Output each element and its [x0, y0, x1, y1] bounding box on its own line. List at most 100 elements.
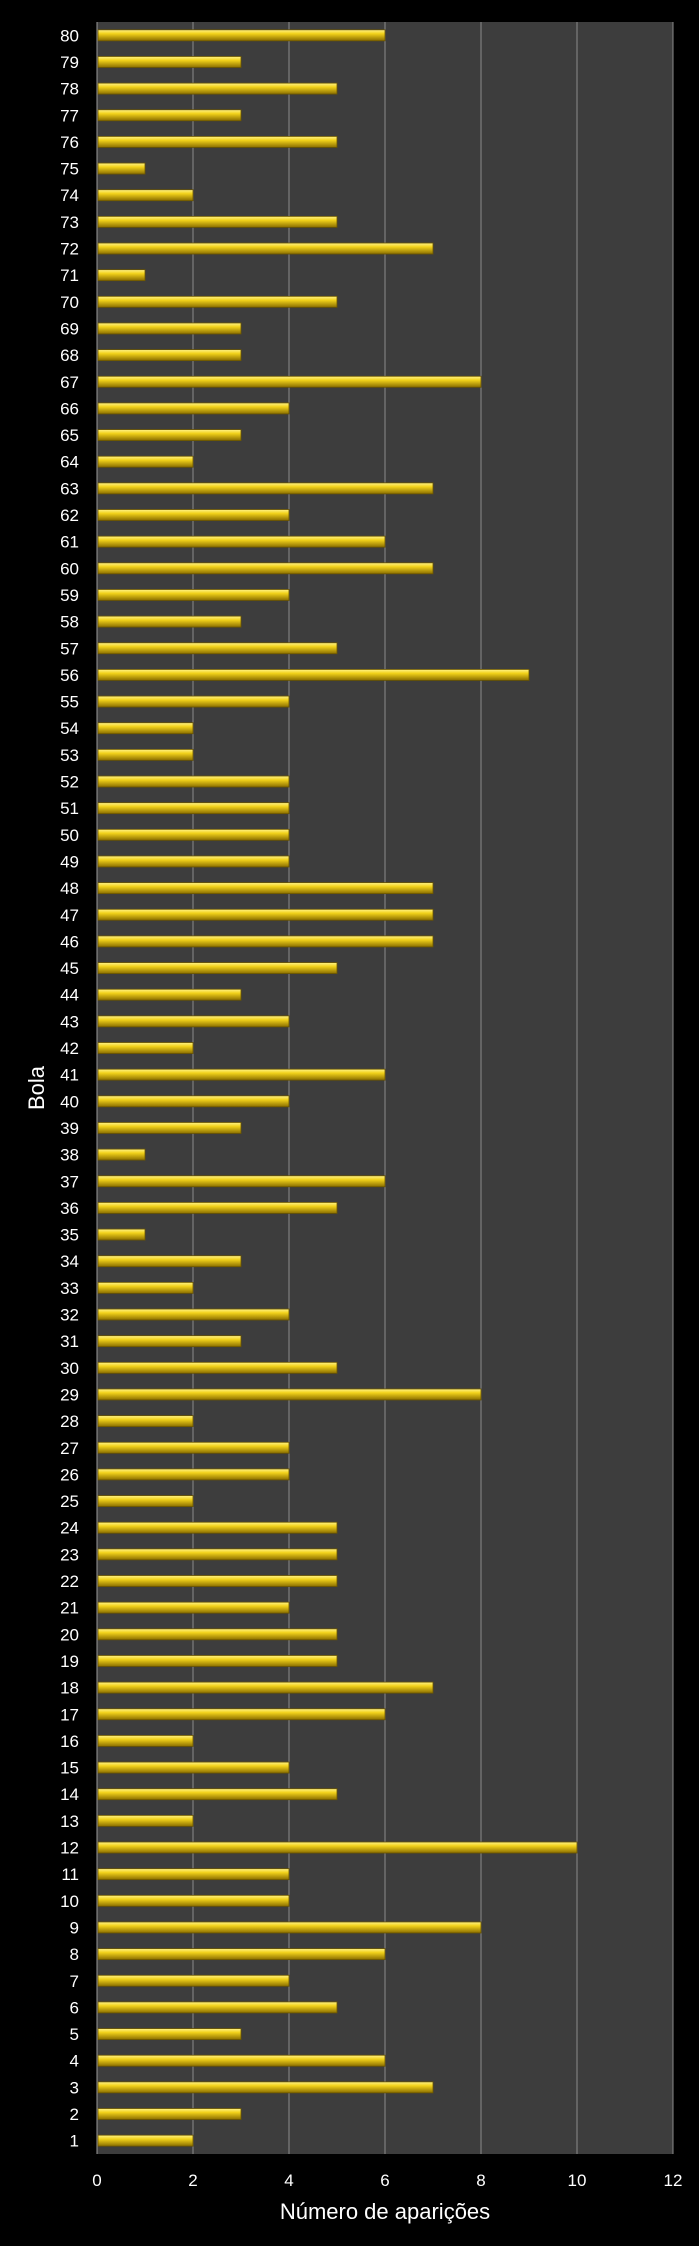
y-tick-label: 14	[60, 1785, 79, 1804]
bar-23	[97, 1548, 338, 1561]
bar-59	[97, 589, 290, 601]
y-tick-label: 49	[60, 852, 79, 871]
bar-73	[97, 215, 338, 228]
bar-74	[97, 189, 194, 202]
bar-44	[97, 988, 242, 1001]
bar-9	[97, 1921, 482, 1934]
y-tick-label: 32	[60, 1306, 79, 1325]
bar-3	[97, 2081, 434, 2094]
y-tick-label: 46	[60, 932, 79, 951]
bar-29	[97, 1388, 482, 1401]
bar-65	[97, 429, 242, 441]
y-tick-label: 78	[60, 80, 79, 99]
y-tick-label: 41	[60, 1066, 79, 1085]
y-tick-label: 53	[60, 746, 79, 765]
bar-70	[97, 295, 338, 308]
y-tick-label: 10	[60, 1892, 79, 1911]
y-tick-label: 55	[60, 693, 79, 712]
bar-63	[97, 482, 434, 495]
bar-8	[97, 1948, 386, 1961]
x-axis-title: Número de aparições	[280, 2199, 490, 2224]
bar-4	[97, 2054, 386, 2067]
y-tick-label: 57	[60, 639, 79, 658]
bar-75	[97, 162, 146, 175]
y-tick-label: 48	[60, 879, 79, 898]
bar-28	[97, 1415, 194, 1428]
y-tick-label: 28	[60, 1412, 79, 1431]
y-tick-label: 67	[60, 373, 79, 392]
bar-64	[97, 455, 194, 468]
bar-69	[97, 322, 242, 335]
bar-15	[97, 1761, 290, 1774]
bar-17	[97, 1708, 386, 1721]
bar-40	[97, 1095, 290, 1108]
bar-49	[97, 855, 290, 868]
bar-33	[97, 1281, 194, 1294]
y-tick-label: 2	[70, 2105, 79, 2124]
y-tick-label: 1	[70, 2132, 79, 2151]
bar-61	[97, 535, 386, 548]
y-tick-label: 42	[60, 1039, 79, 1058]
bar-79	[97, 56, 242, 68]
bar-67	[97, 375, 482, 388]
bar-7	[97, 1974, 290, 1987]
y-tick-label: 29	[60, 1385, 79, 1404]
bar-72	[97, 242, 434, 255]
y-tick-label: 62	[60, 506, 79, 525]
y-tick-label: 59	[60, 586, 79, 605]
bar-41	[97, 1068, 386, 1081]
bar-53	[97, 748, 194, 761]
y-tick-label: 33	[60, 1279, 79, 1298]
y-tick-label: 39	[60, 1119, 79, 1138]
bar-20	[97, 1628, 338, 1641]
bar-27	[97, 1441, 290, 1454]
y-tick-label: 47	[60, 906, 79, 925]
bar-5	[97, 2028, 242, 2040]
y-tick-label: 34	[60, 1252, 79, 1271]
bar-45	[97, 962, 338, 974]
bar-57	[97, 642, 338, 655]
bar-68	[97, 349, 242, 362]
y-tick-label: 20	[60, 1625, 79, 1644]
bar-35	[97, 1228, 146, 1241]
y-tick-label: 11	[61, 1865, 79, 1884]
y-tick-label: 26	[60, 1465, 79, 1484]
bar-55	[97, 695, 290, 708]
y-tick-label: 40	[60, 1092, 79, 1111]
bar-77	[97, 109, 242, 122]
bar-76	[97, 136, 338, 148]
bar-71	[97, 269, 146, 282]
y-tick-label: 22	[60, 1572, 79, 1591]
bar-16	[97, 1735, 194, 1747]
y-tick-label: 35	[60, 1226, 79, 1245]
bar-80	[97, 29, 386, 42]
bar-47	[97, 908, 434, 921]
bar-34	[97, 1255, 242, 1268]
bar-19	[97, 1655, 338, 1667]
y-tick-label: 37	[60, 1172, 79, 1191]
y-tick-label: 25	[60, 1492, 79, 1511]
bars	[97, 29, 578, 2147]
y-tick-label: 50	[60, 826, 79, 845]
y-tick-label: 16	[60, 1732, 79, 1751]
y-tick-label: 15	[60, 1759, 79, 1778]
bar-62	[97, 509, 290, 521]
y-tick-label: 58	[60, 613, 79, 632]
x-tick-label: 8	[476, 2171, 485, 2190]
y-tick-label: 45	[60, 959, 79, 978]
x-tick-label: 10	[568, 2171, 587, 2190]
bar-46	[97, 935, 434, 948]
y-tick-label: 17	[60, 1705, 79, 1724]
y-tick-label: 4	[70, 2052, 79, 2071]
y-tick-label: 60	[60, 559, 79, 578]
bar-51	[97, 802, 290, 815]
y-tick-label: 76	[60, 133, 79, 152]
y-tick-label: 7	[70, 1972, 79, 1991]
y-tick-label: 74	[60, 186, 79, 205]
bar-13	[97, 1814, 194, 1827]
x-tick-label: 2	[188, 2171, 197, 2190]
y-tick-label: 73	[60, 213, 79, 232]
y-tick-label: 3	[70, 2078, 79, 2097]
bar-21	[97, 1601, 290, 1614]
